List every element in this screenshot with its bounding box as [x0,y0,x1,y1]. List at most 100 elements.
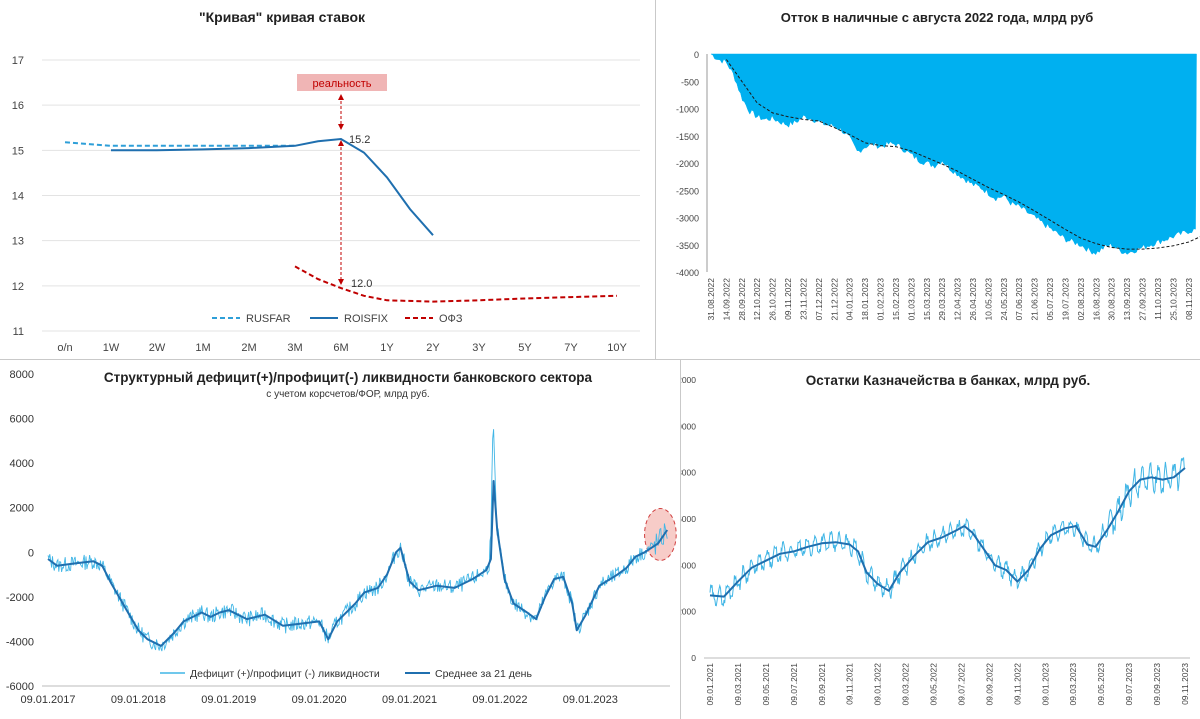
series-line-roisfix [111,137,434,236]
x-tick-label: 29.03.2023 [937,278,947,321]
chart-title: "Кривая" кривая ставок [199,9,366,25]
x-tick-label: 6M [333,342,348,354]
y-tick-label: -3000 [676,214,699,224]
y-tick-label: 11 [13,326,24,338]
x-tick-label: 09.01.2020 [292,694,347,706]
y-tick-label: -2500 [676,186,699,196]
x-tick-label: 04.01.2023 [845,278,855,321]
x-tick-label: 09.05.2022 [929,663,939,706]
annotation-value-bottom: 12.0 [351,278,372,290]
x-tick-label: 16.08.2023 [1091,278,1101,321]
x-tick-label: 10.05.2023 [983,278,993,321]
x-tick-label: 23.11.2022 [798,278,808,320]
legend-label: ОФЗ [439,313,463,325]
cash-outflow-chart: Отток в наличные с августа 2022 года, мл… [676,10,1200,321]
liquidity-chart: Структурный дефицит(+)/профицит(-) ликви… [6,369,677,706]
x-tick-label: 08.11.2023 [1184,278,1194,320]
x-tick-label: 09.11.2021 [845,663,855,705]
legend-label: Среднее за 21 день [435,668,532,680]
y-tick-label: 16 [12,100,24,112]
x-tick-label: 05.07.2023 [1045,278,1055,321]
y-tick-label: 15 [12,145,24,157]
x-tick-label: 09.01.2022 [472,694,527,706]
x-tick-label: 09.01.2021 [705,663,715,706]
legend-label: ROISFIX [344,313,389,325]
x-tick-label: 09.01.2023 [1040,663,1050,706]
x-tick-label: 1M [195,342,210,354]
y-tick-label: 4000 [680,560,696,570]
treasury-panel: Остатки Казначейства в банках, млрд руб.… [680,360,1200,719]
rate-curve-chart: "Кривая" кривая ставок 11 12 13 14 15 16 17 o/n 1… [12,9,640,354]
x-tick-label: 09.03.2022 [901,663,911,706]
y-tick-label: -1500 [676,132,699,142]
x-tick-label: o/n [57,342,72,354]
x-tick-label: 12.04.2023 [953,278,963,321]
y-tick-label: 6000 [10,414,34,426]
x-tick-label: 12.10.2022 [752,278,762,321]
top-vertical-divider [655,0,656,359]
x-tick-label: 09.05.2023 [1096,663,1106,706]
x-tick-label: 19.07.2023 [1060,278,1070,321]
y-tick-label: 8000 [10,369,34,381]
y-tick-label: -2000 [676,159,699,169]
x-tick-label: 09.11.2022 [1012,663,1022,705]
y-tick-label: 4000 [10,458,34,470]
y-tick-label: 12000 [680,375,696,385]
x-tick-label: 09.09.2023 [1152,663,1162,706]
x-tick-label: 09.09.2022 [984,663,994,706]
x-tick-label: 11.10.2023 [1153,278,1163,320]
y-tick-label: -4000 [676,268,699,278]
x-tick-label: 26.10.2022 [768,278,778,321]
x-tick-label: 1W [103,342,120,354]
x-tick-label: 15.02.2023 [891,278,901,321]
x-tick-label: 14.09.2022 [721,278,731,321]
x-tick-label: 09.11.2022 [783,278,793,320]
x-tick-label: 25.10.2023 [1168,278,1178,321]
x-tick-label: 09.09.2021 [817,663,827,706]
x-tick-label: 21.12.2022 [829,278,839,321]
y-tick-label: 17 [12,55,24,67]
annotation-label: реальность [313,78,372,90]
x-tick-label: 31.08.2022 [706,278,716,321]
outflow-trend-line [725,59,1200,250]
highlight-ellipse [644,507,677,561]
series-line-rusfar [64,141,295,147]
x-tick-label: 3Y [472,342,486,354]
y-tick-label: 13 [12,236,24,248]
y-tick-label: -2000 [6,592,34,604]
x-tick-label: 09.01.2021 [382,694,437,706]
y-tick-label: 10000 [680,421,696,431]
x-tick-label: 02.08.2023 [1076,278,1086,321]
y-tick-label: 14 [12,191,24,203]
x-tick-label: 09.01.2022 [873,663,883,706]
x-tick-label: 2W [149,342,166,354]
x-tick-label: 07.12.2022 [814,278,824,321]
x-tick-label: 18.01.2023 [860,278,870,321]
chart-title: Структурный дефицит(+)/профицит(-) ликви… [104,370,593,385]
series-line-офз [294,265,618,303]
x-tick-label: 01.02.2023 [876,278,886,321]
y-tick-label: 8000 [680,468,696,478]
x-tick-label: 26.04.2023 [968,278,978,321]
x-tick-label: 09.11.2023 [1180,663,1190,705]
x-tick-label: 24.05.2023 [999,278,1009,321]
x-tick-label: 13.09.2023 [1122,278,1132,321]
horizontal-divider [0,359,1200,360]
liquidity-panel: Структурный дефицит(+)/профицит(-) ликви… [0,360,680,719]
x-tick-label: 1Y [380,342,394,354]
x-tick-label: 09.07.2023 [1124,663,1134,706]
x-tick-label: 27.09.2023 [1138,278,1148,321]
x-tick-label: 09.01.2019 [201,694,256,706]
x-tick-label: 2Y [426,342,440,354]
y-tick-label: 6000 [680,514,696,524]
x-tick-label: 07.06.2023 [1014,278,1024,321]
legend-label: Дефицит (+)/профицит (-) ликвидности [190,668,380,680]
chart-title: Отток в наличные с августа 2022 года, мл… [781,10,1093,25]
x-tick-label: 09.03.2023 [1068,663,1078,706]
cash-outflow-panel: Отток в наличные с августа 2022 года, мл… [655,0,1200,360]
chart-title: Остатки Казначейства в банках, млрд руб. [806,373,1091,388]
x-tick-label: 09.03.2021 [733,663,743,706]
x-tick-label: 3M [287,342,302,354]
series-line-average [709,467,1186,598]
x-tick-label: 09.07.2022 [956,663,966,706]
